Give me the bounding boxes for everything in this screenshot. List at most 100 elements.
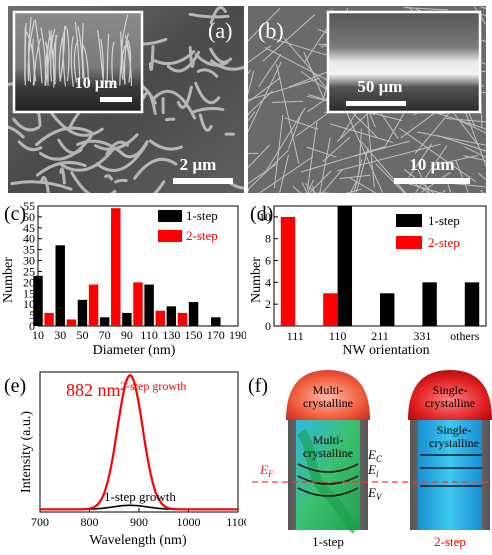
legend-label-2step-d: 2-step	[428, 235, 460, 250]
y-axis-title-d: Number	[249, 257, 264, 303]
legend-swatch-2step-c	[158, 230, 182, 242]
caption-2step: 2-step	[434, 534, 466, 549]
x-tick-label-c: 70	[99, 328, 111, 342]
caption-1step: 1-step	[312, 534, 344, 549]
label-ev: EV	[367, 485, 383, 502]
bar-1-step	[33, 276, 42, 326]
bar-1-step	[78, 300, 87, 326]
bar-2-step	[67, 319, 76, 326]
x-tick-label-c: 130	[162, 328, 180, 342]
y-tick-label-d: 6	[265, 254, 271, 268]
panel-b: 50 µm (b) 10 µm	[248, 6, 486, 193]
bar-1-step	[122, 313, 131, 326]
y-axis-title-c: Number	[1, 257, 16, 303]
bar-2-step	[133, 282, 142, 326]
inset-scale-bar-b	[346, 101, 406, 106]
legend-swatch-1step-c	[158, 210, 182, 222]
panel-label-b: (b)	[258, 18, 284, 43]
bar-1-step	[56, 245, 65, 326]
legend-label-2step-c: 2-step	[186, 228, 218, 243]
main-scale-bar-b	[394, 178, 470, 184]
cap-left-line1: Multi-	[313, 383, 344, 397]
bar-1-step	[465, 282, 479, 326]
x-tick-label-c: 30	[54, 328, 66, 342]
y-tick-label-d: 10	[259, 210, 271, 224]
x-tick-label-d: others	[450, 329, 480, 343]
x-tick-label-d: 110	[329, 329, 347, 343]
main-scale-label-b: 10 µm	[409, 155, 454, 174]
nw-core-left	[296, 412, 360, 530]
bar-1-step	[189, 302, 198, 326]
nanowire-a	[116, 180, 126, 182]
x-tick-label-d: 111	[287, 329, 304, 343]
chart-diameter: (c) Number Diameter (nm) 051015202530354…	[0, 198, 246, 358]
bar-2-step	[281, 217, 295, 326]
x-tick-label-d: 331	[413, 329, 431, 343]
bar-2-step	[156, 311, 165, 326]
cap-right-line2: crystalline	[425, 396, 475, 410]
x-axis-title-c: Diameter (nm)	[93, 343, 176, 358]
legend-swatch-1step-d	[396, 214, 422, 227]
bar-2-step	[44, 313, 53, 326]
bar-1-step	[144, 285, 153, 326]
x-axis-title-e: Wavelength (nm)	[89, 533, 187, 548]
y-tick-label-d: 8	[265, 232, 271, 246]
annot-2step-growth: 2-step growth	[120, 379, 186, 393]
panel-f: (f) Multi- crystalline Multi- crystallin…	[246, 362, 492, 550]
legend-label-1step-d: 1-step	[428, 213, 460, 228]
chart-spectrum: (e) Intensity (a.u.) Wavelength (nm) 700…	[0, 362, 246, 550]
bar-1-step	[422, 282, 436, 326]
panel-a: 10 µm (a) 2 µm	[8, 6, 244, 193]
band-diagram: (f) Multi- crystalline Multi- crystallin…	[246, 362, 492, 550]
y-axis-title-e: Intensity (a.u.)	[19, 411, 34, 493]
label-ef: EF	[259, 462, 274, 479]
x-tick-label-e: 1100	[226, 515, 246, 529]
x-tick-label-c: 170	[207, 328, 225, 342]
x-tick-label-c: 190	[229, 328, 246, 342]
y-tick-label-d: 2	[265, 297, 271, 311]
bar-2-step	[323, 293, 337, 326]
bar-1-step	[380, 293, 394, 326]
x-tick-label-c: 110	[140, 328, 158, 342]
inset-b	[328, 12, 480, 112]
panel-label-e: (e)	[4, 375, 26, 397]
bar-1-step	[338, 206, 352, 326]
sem-image-b: 50 µm (b) 10 µm	[248, 6, 486, 193]
legend-label-1step-c: 1-step	[186, 208, 218, 223]
body-left-line2: crystalline	[303, 446, 353, 460]
inset-scale-label-a: 10 µm	[75, 75, 118, 92]
x-tick-label-e: 900	[130, 515, 148, 529]
inset-scale-label-b: 50 µm	[357, 77, 402, 96]
cap-left-line2: crystalline	[303, 396, 353, 410]
bar-2-step	[89, 285, 98, 326]
x-tick-label-e: 1000	[177, 515, 201, 529]
main-scale-bar-a	[173, 178, 233, 184]
cap-right-line1: Single-	[433, 383, 468, 397]
bar-2-step	[111, 208, 120, 326]
x-tick-label-e: 700	[31, 515, 49, 529]
x-axis-title-d: NW orientation	[342, 343, 429, 358]
nanowire-a	[167, 119, 174, 120]
panel-label-f: (f)	[248, 375, 268, 397]
inset-scale-bar-a	[100, 97, 132, 102]
body-right-line1: Single-	[437, 423, 472, 437]
bar-2-step	[178, 313, 187, 326]
y-tick-label-c: 55	[23, 199, 35, 213]
x-tick-label-d: 211	[371, 329, 389, 343]
main-scale-label-a: 2 µm	[180, 155, 217, 174]
panel-label-a: (a)	[208, 18, 232, 43]
peak-label: 882 nm	[66, 380, 121, 400]
sem-image-a: 10 µm (a) 2 µm	[8, 6, 244, 193]
panel-e: (e) Intensity (a.u.) Wavelength (nm) 700…	[0, 362, 246, 550]
body-right-line2: crystalline	[429, 436, 479, 450]
y-tick-label-d: 4	[265, 275, 271, 289]
x-tick-label-e: 800	[81, 515, 99, 529]
legend-swatch-2step-d	[396, 236, 422, 249]
bar-1-step	[167, 306, 176, 326]
bar-1-step	[100, 317, 109, 326]
x-tick-label-c: 150	[185, 328, 203, 342]
annot-1step-growth: 1-step growth	[104, 489, 176, 504]
